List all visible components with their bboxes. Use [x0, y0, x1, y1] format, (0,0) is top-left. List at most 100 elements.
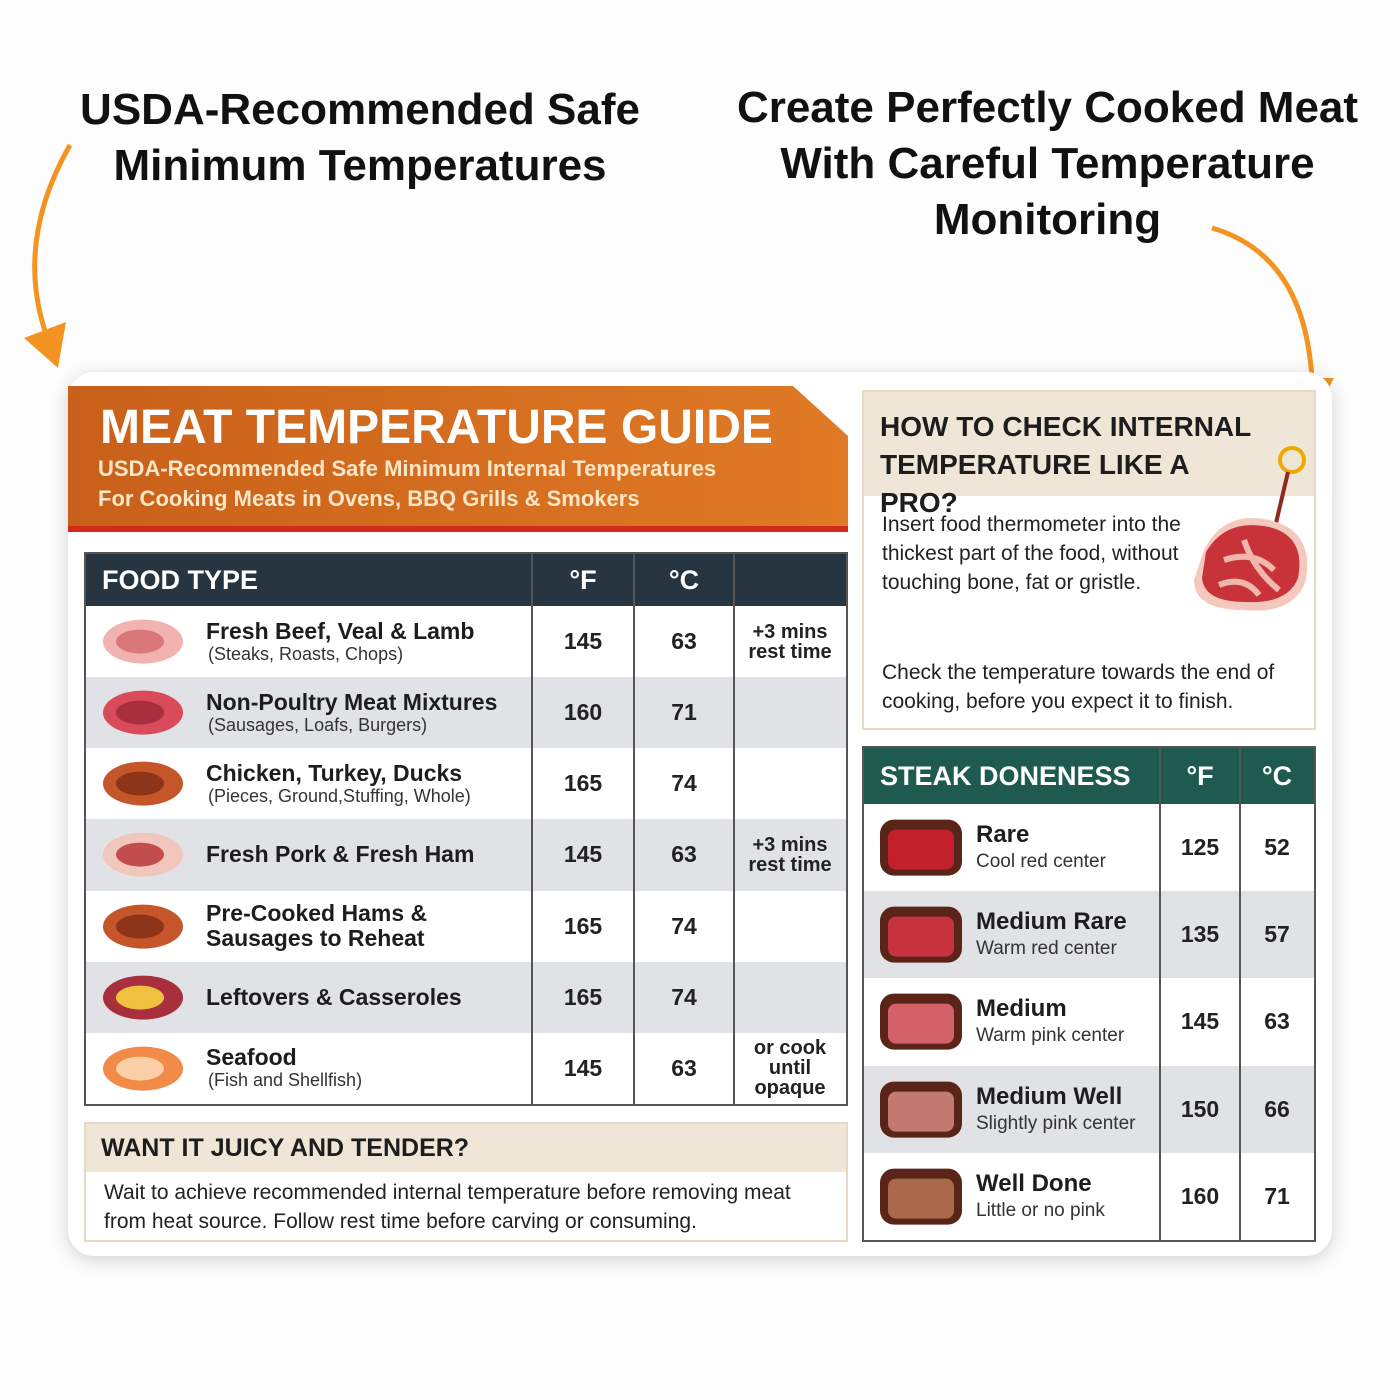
temperature-table: FOOD TYPE °F °C Fresh Beef, Veal & Lamb (Ste… — [84, 552, 848, 1106]
temp-f: 125 — [1180, 834, 1220, 861]
icon-part — [888, 916, 954, 957]
steak-icon — [880, 993, 962, 1050]
food-cell: Chicken, Turkey, Ducks (Pieces, Ground,St… — [206, 748, 526, 819]
temp-c: 52 — [1264, 834, 1290, 861]
temp-f: 160 — [1180, 1182, 1220, 1209]
callout-left: USDA-Recommended Safe Minimum Temperatur… — [80, 85, 640, 190]
column-divider — [1239, 748, 1241, 1240]
note: +3 mins rest time — [748, 620, 832, 663]
food-cell: Leftovers & Casseroles — [206, 962, 526, 1033]
icon-part — [888, 1091, 954, 1132]
icon-part — [888, 1178, 954, 1219]
table-row: Seafood (Fish and Shellfish) 145 63 or cook … — [86, 1032, 846, 1104]
steak-icon — [880, 819, 962, 876]
doneness-name: Medium Well — [976, 1082, 1123, 1110]
doneness-name: Medium Rare — [976, 908, 1127, 936]
food-cell: Pre-Cooked Hams & Sausages to Reheat — [206, 891, 526, 962]
steak-icon — [880, 1168, 962, 1225]
steak-icon — [880, 906, 962, 963]
steak-row: Medium Warm pink center 145 63 — [864, 978, 1314, 1066]
guide-subtitle: USDA-Recommended Safe Minimum Internal T… — [98, 456, 717, 481]
guide-subtitle: For Cooking Meats in Ovens, BBQ Grills &… — [98, 486, 640, 511]
icon-part — [116, 1056, 164, 1081]
temp-c: 74 — [671, 983, 697, 1010]
doneness-cell: Medium Warm pink center — [976, 978, 1160, 1065]
temp-c: 66 — [1264, 1095, 1290, 1122]
steak-row: Rare Cool red center 125 52 — [864, 804, 1314, 892]
icon-part — [116, 985, 164, 1010]
steak-row: Well Done Little or no pink 160 71 — [864, 1152, 1314, 1240]
temp-c: 74 — [671, 770, 697, 797]
howto-text: Insert food thermometer into the thickes… — [882, 513, 1181, 594]
temp-c: 71 — [1264, 1182, 1290, 1209]
table-header: FOOD TYPE °F °C — [86, 554, 846, 606]
temp-c: 63 — [1264, 1008, 1290, 1035]
callout-right: Create Perfectly Cooked Meat With Carefu… — [736, 83, 1359, 244]
food-name: Pre-Cooked Hams & Sausages to Reheat — [206, 900, 428, 952]
temp-c: 63 — [671, 1054, 697, 1081]
column-header: °C — [1261, 760, 1293, 791]
note: +3 mins rest time — [748, 833, 832, 876]
temp-f: 150 — [1180, 1095, 1220, 1122]
temp-f: 135 — [1180, 921, 1220, 948]
food-detail: (Sausages, Loafs, Burgers) — [208, 714, 428, 735]
table-header: STEAK DONENESS °F °C — [864, 748, 1314, 804]
food-name: Leftovers & Casseroles — [206, 983, 462, 1010]
icon-part — [116, 629, 164, 654]
doneness-cell: Medium Rare Warm red center — [976, 891, 1160, 978]
food-icon — [103, 619, 183, 664]
food-icon — [103, 761, 183, 806]
doneness-desc: Slightly pink center — [976, 1112, 1136, 1134]
icon-part — [116, 914, 164, 939]
temp-c: 63 — [671, 841, 697, 868]
food-cell: Fresh Beef, Veal & Lamb (Steaks, Roasts, … — [206, 606, 526, 677]
temp-c: 57 — [1264, 921, 1290, 948]
arrow-head — [24, 322, 66, 368]
doneness-cell: Rare Cool red center — [976, 804, 1160, 891]
icon-part — [116, 700, 164, 725]
food-icon — [103, 832, 183, 877]
steak-table: STEAK DONENESS °F °C Rare Cool red center 125… — [862, 746, 1316, 1242]
thermometer-icon — [1194, 446, 1308, 611]
column-divider — [1159, 748, 1161, 1240]
temp-c: 63 — [671, 628, 697, 655]
food-name: Seafood — [206, 1044, 297, 1071]
food-name: Fresh Beef, Veal & Lamb — [206, 617, 475, 644]
doneness-desc: Warm pink center — [976, 1025, 1125, 1047]
food-name: Chicken, Turkey, Ducks — [206, 759, 463, 786]
table-row: Fresh Beef, Veal & Lamb (Steaks, Roasts, … — [86, 606, 846, 678]
doneness-cell: Well Done Little or no pink — [976, 1153, 1160, 1240]
doneness-desc: Warm red center — [976, 938, 1117, 960]
table-row: Pre-Cooked Hams & Sausages to Reheat 165 7… — [86, 890, 846, 962]
doneness-name: Rare — [976, 821, 1030, 849]
icon-part — [888, 1003, 954, 1044]
icon-part — [116, 771, 164, 796]
table-row: Leftovers & Casseroles 165 74 — [86, 961, 846, 1033]
column-divider — [633, 554, 635, 1104]
temp-f: 145 — [563, 841, 603, 868]
food-icon — [103, 904, 183, 949]
food-icon — [103, 690, 183, 735]
temp-f: 160 — [563, 699, 603, 726]
steak-row: Medium Well Slightly pink center 150 66 — [864, 1065, 1314, 1153]
guide-header-bg — [68, 386, 848, 532]
arrow — [32, 143, 73, 351]
doneness-name: Medium — [976, 995, 1067, 1023]
temp-c: 71 — [671, 699, 697, 726]
food-detail: (Steaks, Roasts, Chops) — [208, 643, 404, 664]
temp-f: 165 — [563, 912, 603, 939]
arrow — [1211, 225, 1315, 381]
temp-f: 145 — [1180, 1008, 1220, 1035]
column-divider — [733, 554, 735, 1104]
table-row: Chicken, Turkey, Ducks (Pieces, Ground,St… — [86, 748, 846, 820]
temp-f: 145 — [563, 628, 603, 655]
doneness-name: Well Done — [976, 1169, 1092, 1197]
juicy-box: WANT IT JUICY AND TENDER? Wait to achiev… — [84, 1122, 848, 1242]
juicy-title: WANT IT JUICY AND TENDER? — [86, 1124, 846, 1172]
food-cell: Fresh Pork & Fresh Ham — [206, 819, 526, 890]
doneness-desc: Little or no pink — [976, 1199, 1105, 1221]
food-detail: (Fish and Shellfish) — [208, 1070, 363, 1091]
header-stripe — [68, 526, 848, 532]
food-name: Non-Poultry Meat Mixtures — [206, 688, 498, 715]
